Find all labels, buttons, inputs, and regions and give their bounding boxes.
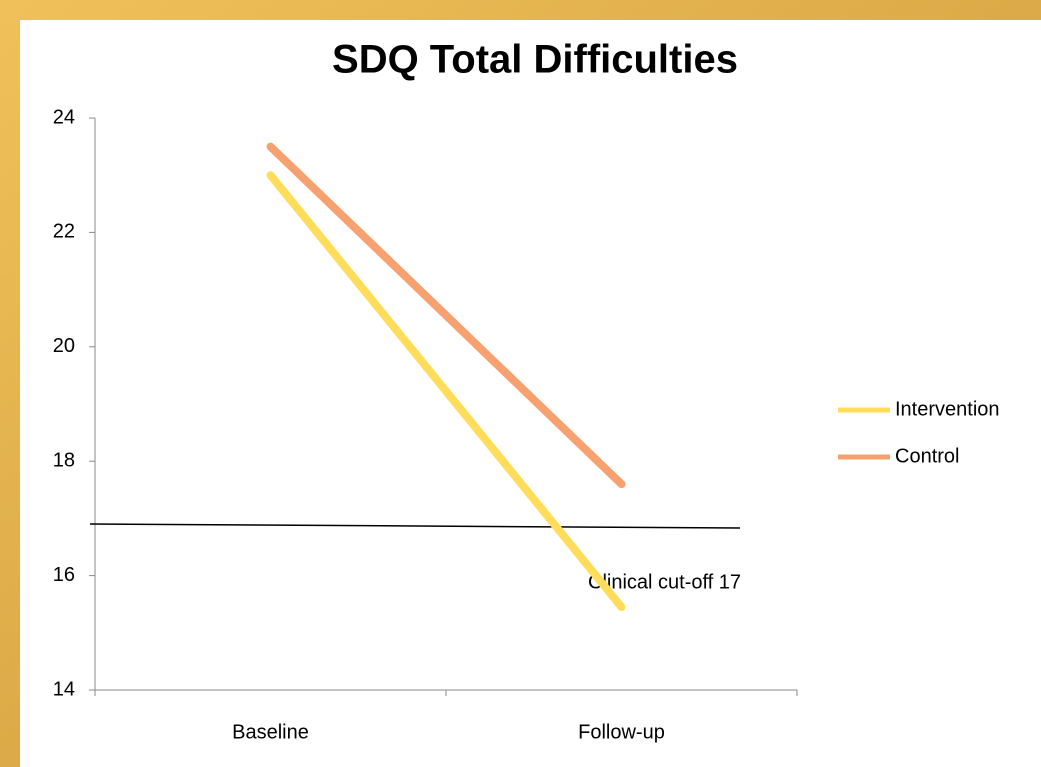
series-line <box>266 171 626 612</box>
y-tick-label: 18 <box>53 449 75 471</box>
cutoff-line <box>89 523 741 529</box>
y-tick-label: 14 <box>53 678 75 700</box>
x-tick-label: Baseline <box>232 721 309 743</box>
y-tick-label: 20 <box>53 335 75 357</box>
y-tick-label: 16 <box>53 564 75 586</box>
series-line <box>266 142 626 489</box>
y-tick-label: 22 <box>53 221 75 243</box>
chart-title: SDQ Total Difficulties <box>332 38 738 82</box>
legend-label: Intervention <box>895 398 1000 420</box>
y-tick-label: 24 <box>53 106 75 128</box>
x-tick-label: Follow-up <box>578 721 665 743</box>
legend-label: Control <box>895 445 959 467</box>
annotation: Clinical cut-off 17 <box>588 571 741 593</box>
